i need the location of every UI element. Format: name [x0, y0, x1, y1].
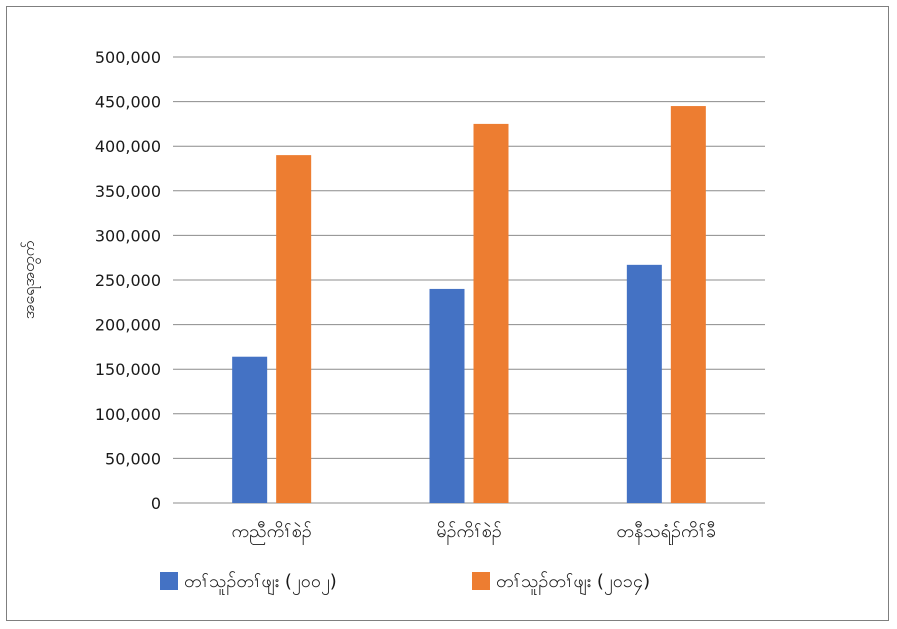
legend-swatch	[160, 572, 178, 590]
y-tick-label: 400,000	[95, 137, 161, 156]
y-tick-label: 0	[151, 494, 161, 513]
legend-label: တၢ်သူၣ်တၢ်ဖျး (၂၀၁၄)	[496, 571, 650, 595]
y-axis-ticks: 0 50,000 100,000 150,000 200,000 250,000 300,0…	[95, 48, 161, 513]
x-category-label: တနီသရံၣ်ကိၢ်ခီ	[616, 521, 716, 545]
y-tick-label: 350,000	[95, 182, 161, 201]
x-category-label: ကညီကိၢ်စဲၣ်	[232, 521, 312, 545]
chart-frame: 0 50,000 100,000 150,000 200,000 250,000 300,0…	[6, 6, 889, 621]
y-tick-label: 150,000	[95, 360, 161, 379]
gridlines	[173, 56, 765, 504]
legend-swatch	[472, 572, 490, 590]
y-tick-label: 300,000	[95, 226, 161, 245]
y-tick-label: 250,000	[95, 271, 161, 290]
y-tick-label: 200,000	[95, 316, 161, 335]
y-tick-label: 450,000	[95, 93, 161, 112]
bar	[626, 264, 662, 503]
x-category-label: မိၣ်ကိၢ်စဲၣ်	[436, 521, 501, 545]
legend-label: တၢ်သူၣ်တၢ်ဖျး (၂၀၀၂)	[184, 571, 337, 595]
bar	[670, 106, 706, 503]
y-tick-label: 50,000	[105, 449, 161, 468]
bar	[429, 288, 465, 503]
bar	[232, 356, 268, 503]
x-axis-categories: ကညီကိၢ်စဲၣ် မိၣ်ကိၢ်စဲၣ် တနီသရံၣ်ကိၢ်ခီ	[232, 521, 717, 545]
bars	[232, 106, 706, 504]
legend: တၢ်သူၣ်တၢ်ဖျး (၂၀၀၂) တၢ်သူၣ်တၢ်ဖျး (၂၀၁၄)	[160, 571, 650, 595]
bar	[473, 123, 509, 504]
y-tick-label: 500,000	[95, 48, 161, 67]
y-tick-label: 100,000	[95, 405, 161, 424]
y-axis-label: အရေအတွက်	[19, 240, 41, 319]
bar-chart: 0 50,000 100,000 150,000 200,000 250,000 300,0…	[19, 48, 765, 595]
bar	[276, 155, 312, 503]
